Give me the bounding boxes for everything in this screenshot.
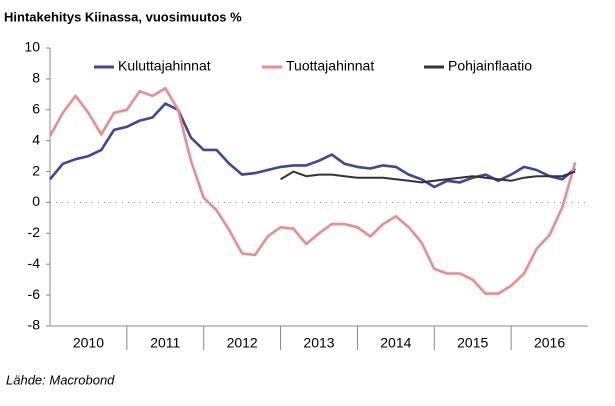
series-line — [280, 170, 576, 184]
series-line — [48, 102, 577, 189]
y-tick-label: 0 — [32, 193, 40, 209]
series-line — [48, 86, 577, 295]
y-tick-label: 8 — [32, 70, 40, 86]
x-tick-label: 2010 — [73, 335, 104, 351]
y-tick-label: -2 — [28, 224, 41, 240]
legend-label: Tuottajahinnat — [286, 58, 374, 74]
chart-title: Hintakehitys Kiinassa, vuosimuutos % — [4, 9, 242, 24]
x-tick-label: 2013 — [303, 335, 334, 351]
source: Lähde: Macrobond — [6, 372, 115, 387]
x-tick-label: 2016 — [534, 335, 565, 351]
y-tick-label: -8 — [28, 317, 41, 333]
y-tick-label: -4 — [28, 255, 41, 271]
x-tick-label: 2011 — [150, 335, 180, 351]
legend-label: Kuluttajahinnat — [118, 58, 211, 74]
y-tick-label: -6 — [28, 286, 41, 302]
y-tick-label: 6 — [32, 100, 40, 116]
y-tick-label: 10 — [24, 39, 40, 55]
x-tick-label: 2012 — [227, 335, 258, 351]
legend-label: Pohjainflaatio — [448, 58, 532, 74]
y-tick-label: 4 — [32, 131, 40, 147]
x-tick-label: 2014 — [380, 335, 411, 351]
y-tick-label: 2 — [32, 162, 40, 178]
x-tick-label: 2015 — [457, 335, 488, 351]
